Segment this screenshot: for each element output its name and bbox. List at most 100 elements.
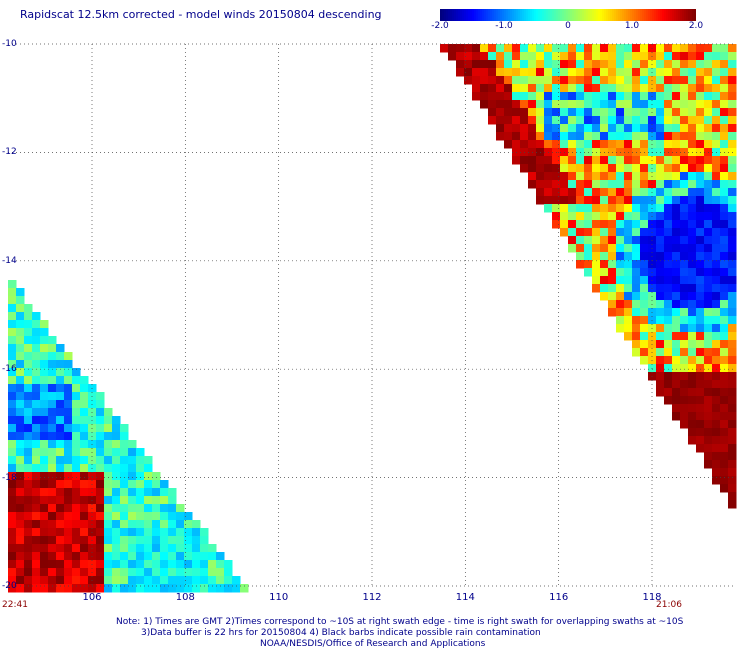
colorbar-gradient (440, 9, 696, 21)
wind-cell (104, 456, 113, 465)
wind-cell (568, 92, 577, 101)
wind-cell (672, 108, 681, 117)
wind-cell (24, 320, 33, 329)
wind-cell (144, 568, 153, 577)
wind-cell (216, 568, 225, 577)
wind-cell (720, 444, 729, 453)
wind-cell (16, 320, 25, 329)
wind-cell (600, 292, 609, 301)
wind-cell (536, 124, 545, 133)
wind-cell (616, 164, 625, 173)
wind-cell (680, 124, 689, 133)
wind-cell (488, 116, 497, 125)
wind-cell (584, 76, 593, 85)
wind-cell (688, 340, 697, 349)
wind-cell (680, 244, 689, 253)
wind-cell (112, 496, 121, 505)
wind-cell (48, 416, 57, 425)
wind-cell (664, 380, 673, 389)
wind-cell (64, 368, 73, 377)
latitude-label: -12 (2, 147, 17, 158)
wind-cell (552, 68, 561, 77)
wind-cell (32, 360, 41, 369)
wind-cell (664, 244, 673, 253)
wind-cell (656, 300, 665, 309)
wind-cell (664, 332, 673, 341)
wind-cell (48, 536, 57, 545)
wind-cell (56, 408, 65, 417)
wind-cell (720, 324, 729, 333)
wind-cell (632, 124, 641, 133)
wind-cell (96, 448, 105, 457)
wind-cell (80, 424, 89, 433)
wind-cell (40, 368, 49, 377)
wind-cell (8, 416, 17, 425)
colorbar-swatch (462, 9, 465, 21)
wind-cell (720, 380, 729, 389)
wind-cell (128, 520, 137, 529)
colorbar-swatch (692, 9, 695, 21)
wind-cell (168, 512, 177, 521)
wind-cell (592, 236, 601, 245)
colorbar-swatch (486, 9, 489, 21)
wind-cell (688, 412, 697, 421)
wind-cell (640, 268, 649, 277)
wind-cell (632, 76, 641, 85)
wind-cell (720, 220, 729, 229)
wind-cell (728, 444, 737, 453)
colorbar-swatch (656, 9, 659, 21)
wind-cell (104, 528, 113, 537)
wind-cell (64, 472, 73, 481)
wind-cell (728, 76, 737, 85)
wind-cell (72, 576, 81, 585)
colorbar-swatch (516, 9, 519, 21)
wind-cell (720, 388, 729, 397)
wind-cell (120, 528, 129, 537)
wind-cell (16, 384, 25, 393)
wind-cell (192, 584, 201, 593)
wind-cell (704, 276, 713, 285)
wind-cell (584, 268, 593, 277)
wind-cell (720, 468, 729, 477)
wind-cell (48, 392, 57, 401)
colorbar-tick-label: -2.0 (431, 21, 449, 31)
wind-cell (608, 196, 617, 205)
wind-cell (48, 456, 57, 465)
wind-cell (664, 252, 673, 261)
wind-cell (32, 352, 41, 361)
wind-cell (32, 336, 41, 345)
colorbar-swatch (604, 9, 607, 21)
wind-cell (16, 408, 25, 417)
wind-cell (696, 212, 705, 221)
wind-cell (24, 384, 33, 393)
wind-cell (688, 124, 697, 133)
wind-cell (96, 488, 105, 497)
wind-cell (680, 308, 689, 317)
colorbar-swatch (670, 9, 673, 21)
wind-cell (640, 44, 649, 53)
wind-cell (728, 196, 737, 205)
note-line: NOAA/NESDIS/Office of Research and Appli… (260, 639, 486, 649)
wind-cell (32, 416, 41, 425)
wind-cell (576, 116, 585, 125)
wind-cell (552, 156, 561, 165)
wind-cell (32, 448, 41, 457)
wind-cell (40, 344, 49, 353)
wind-cell (592, 204, 601, 213)
wind-cell (176, 560, 185, 569)
wind-cell (176, 520, 185, 529)
wind-cell (584, 196, 593, 205)
wind-cell (48, 520, 57, 529)
wind-cell (176, 584, 185, 593)
wind-cell (32, 464, 41, 473)
wind-cell (632, 324, 641, 333)
wind-cell (616, 68, 625, 77)
wind-cell (152, 496, 161, 505)
wind-cell (608, 124, 617, 133)
wind-cell (592, 180, 601, 189)
wind-cell (72, 376, 81, 385)
wind-cell (64, 416, 73, 425)
wind-cell (192, 568, 201, 577)
wind-cell (632, 340, 641, 349)
